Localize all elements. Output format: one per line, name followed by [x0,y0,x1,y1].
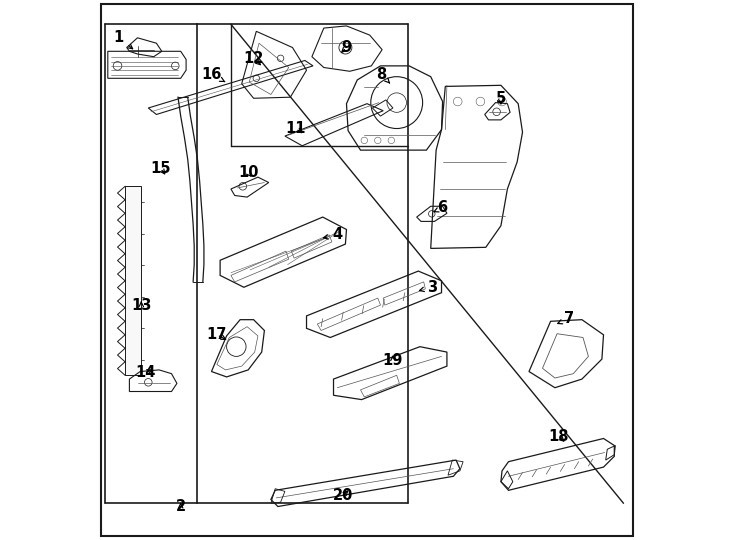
Text: 17: 17 [207,327,227,342]
Polygon shape [125,186,141,375]
Text: 10: 10 [238,165,258,180]
Text: 4: 4 [324,227,342,242]
Text: 8: 8 [377,67,390,83]
Text: 12: 12 [244,51,264,66]
Text: 18: 18 [548,429,569,444]
Text: 15: 15 [150,161,171,176]
Text: 14: 14 [135,365,156,380]
Text: 20: 20 [333,488,353,503]
Text: 13: 13 [131,298,151,313]
Text: 9: 9 [341,40,352,55]
Text: 11: 11 [286,121,306,136]
Text: 2: 2 [175,499,186,514]
Text: 6: 6 [434,200,448,215]
Text: 3: 3 [420,280,437,295]
Text: 7: 7 [558,311,575,326]
Text: 19: 19 [382,353,403,368]
Text: 5: 5 [495,91,506,106]
Text: 1: 1 [114,30,133,49]
Text: 16: 16 [201,67,225,82]
